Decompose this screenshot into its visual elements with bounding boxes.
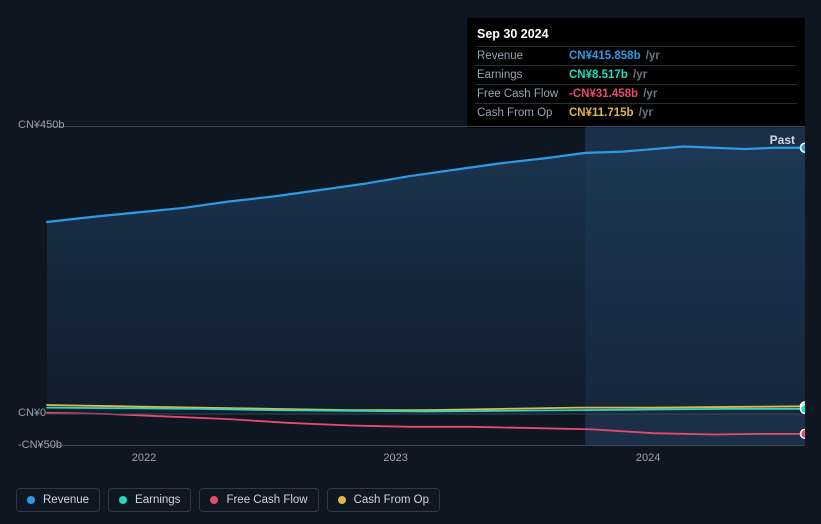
tooltip-box: Sep 30 2024 RevenueCN¥415.858b /yrEarnin…: [467, 18, 805, 128]
legend-label: Cash From Op: [354, 494, 429, 506]
x-axis-label: 2023: [383, 452, 407, 464]
past-label: Past: [770, 133, 795, 147]
legend-label: Earnings: [135, 494, 180, 506]
legend-item[interactable]: Free Cash Flow: [199, 488, 318, 512]
legend-item[interactable]: Cash From Op: [327, 488, 440, 512]
tooltip-row: EarningsCN¥8.517b /yr: [475, 65, 797, 84]
legend: Revenue Earnings Free Cash Flow Cash From O…: [16, 488, 440, 512]
tooltip-label: Earnings: [477, 69, 569, 81]
chart-area: CN¥450bCN¥0-CN¥50b Past: [16, 126, 805, 446]
tooltip-unit: /yr: [640, 88, 657, 100]
tooltip-value: -CN¥31.458b /yr: [569, 88, 657, 100]
tooltip-unit: /yr: [636, 107, 653, 119]
legend-label: Free Cash Flow: [226, 494, 307, 506]
tooltip-unit: /yr: [630, 69, 647, 81]
y-axis-label: -CN¥50b: [18, 439, 62, 451]
legend-label: Revenue: [43, 494, 89, 506]
legend-item[interactable]: Earnings: [108, 488, 191, 512]
y-axis-label: CN¥0: [18, 407, 46, 419]
x-axis: 2022 2023 2024: [16, 452, 805, 466]
tooltip-value: CN¥415.858b /yr: [569, 50, 660, 62]
legend-item[interactable]: Revenue: [16, 488, 100, 512]
y-axis-label: CN¥450b: [18, 119, 64, 131]
tooltip-label: Free Cash Flow: [477, 88, 569, 100]
tooltip-unit: /yr: [643, 50, 660, 62]
tooltip-value: CN¥11.715b /yr: [569, 107, 653, 119]
tooltip-date: Sep 30 2024: [475, 24, 797, 46]
legend-swatch: [119, 496, 127, 504]
legend-swatch: [27, 496, 35, 504]
x-axis-label: 2024: [636, 452, 660, 464]
tooltip-label: Cash From Op: [477, 107, 569, 119]
tooltip-row: RevenueCN¥415.858b /yr: [475, 46, 797, 65]
legend-swatch: [338, 496, 346, 504]
tooltip-row: Free Cash Flow-CN¥31.458b /yr: [475, 84, 797, 103]
tooltip-label: Revenue: [477, 50, 569, 62]
x-axis-label: 2022: [132, 452, 156, 464]
line-chart[interactable]: [16, 126, 805, 446]
tooltip-value: CN¥8.517b /yr: [569, 69, 647, 81]
tooltip-row: Cash From OpCN¥11.715b /yr: [475, 103, 797, 122]
legend-swatch: [210, 496, 218, 504]
